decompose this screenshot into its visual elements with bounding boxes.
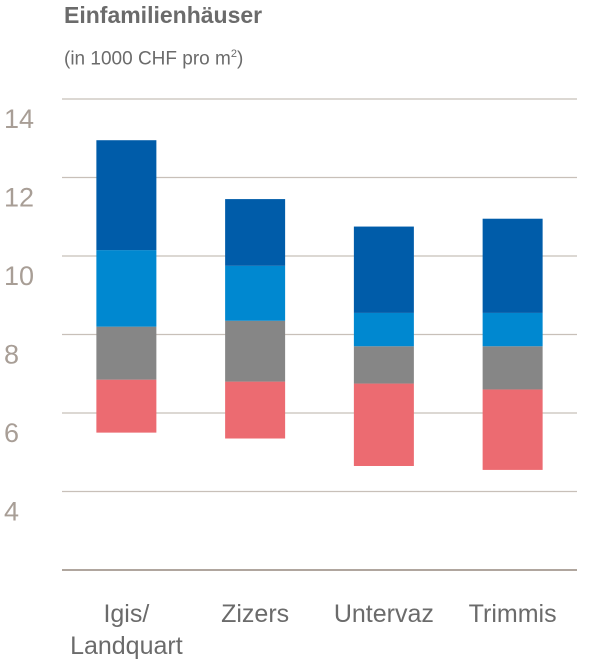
bar-segment xyxy=(353,312,414,347)
bar-segment xyxy=(225,381,286,439)
bar-segment xyxy=(225,265,286,321)
bar-segment xyxy=(353,226,414,313)
bar-segment xyxy=(96,250,157,327)
x-tick-label: Igis/Landquart xyxy=(70,600,183,660)
chart-title: Einfamilienhäuser xyxy=(64,2,263,28)
y-tick-label: 10 xyxy=(4,261,34,291)
x-tick-label: Untervaz xyxy=(334,600,434,628)
bar-segment xyxy=(225,199,286,266)
bar-segment xyxy=(482,218,543,313)
y-tick-label: 14 xyxy=(4,104,34,134)
x-tick-label: Zizers xyxy=(221,600,289,628)
bar-segment xyxy=(96,379,157,433)
bar-segment xyxy=(353,346,414,384)
chart-subtitle: (in 1000 CHF pro m2) xyxy=(64,48,244,70)
bar-segment xyxy=(353,383,414,466)
bar-segment xyxy=(96,140,157,251)
bar-segment xyxy=(96,326,157,380)
bar-segment xyxy=(482,312,543,347)
bar-segment xyxy=(482,346,543,390)
y-tick-label: 8 xyxy=(4,340,19,370)
x-tick-label: Trimmis xyxy=(469,600,557,628)
y-tick-label: 6 xyxy=(4,418,19,448)
y-tick-label: 12 xyxy=(4,183,34,213)
bar-segment xyxy=(225,320,286,382)
bar-segment xyxy=(482,389,543,470)
y-tick-label: 4 xyxy=(4,497,19,527)
